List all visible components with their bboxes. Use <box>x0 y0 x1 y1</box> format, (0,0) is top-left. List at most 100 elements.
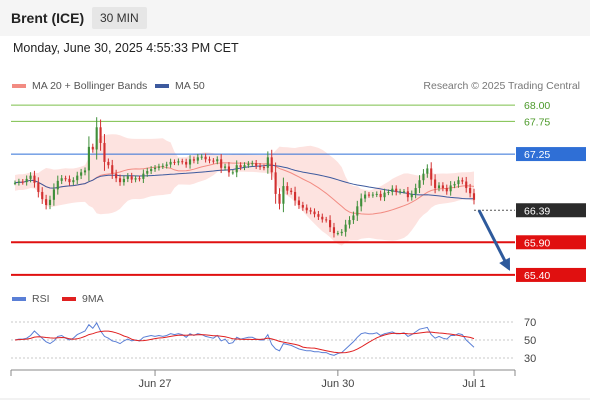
candle <box>410 193 413 198</box>
candle <box>461 180 464 182</box>
candle <box>196 157 199 161</box>
candle <box>216 159 219 162</box>
candle <box>165 164 168 166</box>
level-label-2: 67.25 <box>524 149 550 161</box>
candle <box>453 184 456 186</box>
rsi-level-label-70: 70 <box>524 317 536 329</box>
candle <box>469 188 472 194</box>
candle <box>212 160 215 162</box>
candle <box>107 161 110 166</box>
level-tag-4 <box>516 235 586 250</box>
candle <box>68 178 71 183</box>
candle <box>266 157 269 168</box>
candle <box>430 168 433 180</box>
candle <box>286 186 289 191</box>
candle <box>375 193 378 195</box>
forecast-arrow-shaft <box>477 209 509 266</box>
candle <box>360 198 363 207</box>
candle <box>332 227 336 234</box>
candle <box>188 159 192 165</box>
candle <box>270 157 273 173</box>
level-label-1: 67.75 <box>524 116 550 128</box>
candle <box>418 180 421 189</box>
candle <box>348 220 351 225</box>
rsi-ma9-line <box>14 330 475 354</box>
legend-rsi: RSI <box>12 293 50 305</box>
candle <box>157 166 160 168</box>
candle <box>422 173 425 181</box>
candle <box>262 167 266 169</box>
candle <box>356 206 359 216</box>
candle <box>367 194 371 196</box>
candle <box>173 161 176 163</box>
candle <box>41 191 44 200</box>
candle <box>134 178 137 180</box>
level-label-5: 65.40 <box>524 270 550 282</box>
timeframe-badge[interactable]: 30 MIN <box>92 7 147 29</box>
candle <box>91 146 94 150</box>
candle <box>235 165 238 173</box>
candle <box>243 165 246 168</box>
candle <box>52 189 55 200</box>
candle <box>231 172 234 174</box>
candle <box>317 214 320 217</box>
level-tag-3 <box>516 203 586 218</box>
candle <box>251 163 254 165</box>
candle <box>336 233 339 235</box>
candle <box>414 188 417 194</box>
candle <box>13 182 17 184</box>
candle <box>441 185 444 189</box>
candle <box>103 142 106 162</box>
candle <box>379 193 382 198</box>
level-tag-5 <box>516 267 586 282</box>
legend-ma9: 9MA <box>62 293 104 305</box>
candle <box>227 166 231 173</box>
candle <box>364 194 367 199</box>
candle <box>192 159 196 161</box>
candle <box>161 165 164 167</box>
candle <box>185 161 188 165</box>
credit-text: Research © 2025 Trading Central <box>423 80 580 92</box>
level-tag-2 <box>516 147 586 162</box>
candle <box>305 207 308 211</box>
time-axis-label-0: Jun 27 <box>139 378 172 390</box>
legend-rsi-label: RSI <box>32 293 50 305</box>
forecast-arrow-head <box>499 257 510 271</box>
candle <box>80 172 83 176</box>
candle <box>293 191 297 201</box>
candle <box>247 163 250 166</box>
candle <box>301 205 304 208</box>
candle <box>138 178 141 180</box>
candle <box>177 161 180 163</box>
candle <box>383 192 386 198</box>
candle <box>208 159 211 161</box>
candle <box>130 176 133 180</box>
level-label-3: 66.39 <box>524 205 550 217</box>
legend-ma20-label: MA 20 + Bollinger Bands <box>32 80 148 92</box>
rsi-level-label-30: 30 <box>524 353 536 365</box>
candle <box>321 216 324 220</box>
candle <box>437 185 441 189</box>
candle <box>60 178 63 181</box>
candle <box>17 181 20 183</box>
ma50-swatch <box>155 84 169 88</box>
candle <box>29 175 32 179</box>
rsi-swatch <box>12 297 26 301</box>
level-label-4: 65.90 <box>524 237 550 249</box>
candle <box>142 173 145 179</box>
candle <box>297 200 301 206</box>
candle <box>21 181 24 183</box>
candle <box>258 165 262 168</box>
candle <box>255 163 258 166</box>
candle <box>290 190 293 192</box>
candle <box>64 178 67 180</box>
candle <box>340 231 343 234</box>
candle <box>239 165 242 168</box>
candle <box>402 191 406 193</box>
candle <box>118 178 122 183</box>
candle <box>95 127 98 150</box>
chart-timestamp: Monday, June 30, 2025 4:55:33 PM CET <box>13 41 239 55</box>
candle <box>457 180 460 185</box>
candle <box>76 175 79 181</box>
